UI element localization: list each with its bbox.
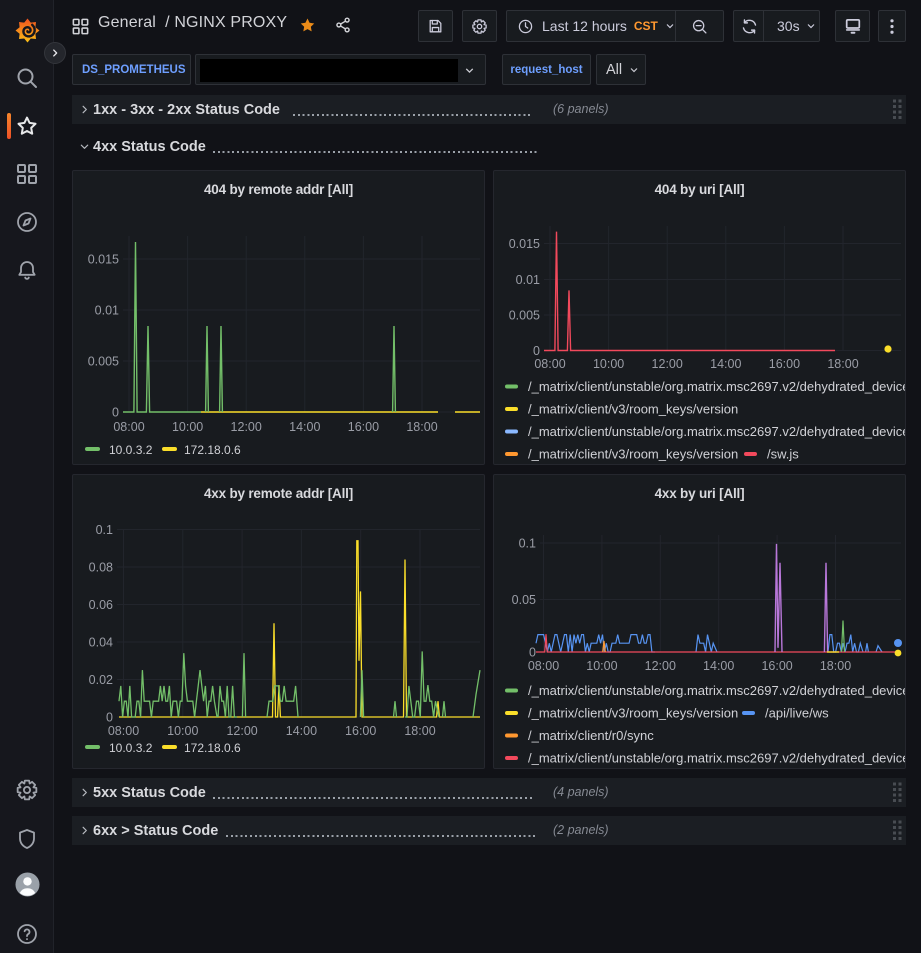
svg-text:/_matrix/client/v3/room_keys/v: /_matrix/client/v3/room_keys/version	[528, 402, 738, 417]
svg-text:0.06: 0.06	[89, 598, 113, 612]
svg-text:/_matrix/client/unstable/org.m: /_matrix/client/unstable/org.matrix.msc2…	[528, 751, 905, 766]
svg-text:0.015: 0.015	[509, 237, 540, 251]
svg-text:0.05: 0.05	[512, 593, 536, 607]
svg-text:0.04: 0.04	[89, 636, 113, 650]
svg-text:14:00: 14:00	[703, 659, 734, 673]
svg-text:12:00: 12:00	[645, 659, 676, 673]
svg-text:12:00: 12:00	[231, 420, 262, 434]
svg-text:0.02: 0.02	[89, 673, 113, 687]
svg-text:0: 0	[529, 646, 536, 660]
svg-text:12:00: 12:00	[652, 357, 683, 371]
svg-text:0.015: 0.015	[88, 253, 119, 267]
svg-text:172.18.0.6: 172.18.0.6	[184, 443, 241, 457]
svg-text:18:00: 18:00	[406, 420, 437, 434]
svg-text:10:00: 10:00	[167, 724, 198, 738]
svg-text:18:00: 18:00	[404, 724, 435, 738]
svg-text:0: 0	[106, 711, 113, 725]
svg-text:10:00: 10:00	[586, 659, 617, 673]
svg-text:/_matrix/client/unstable/org.m: /_matrix/client/unstable/org.matrix.msc2…	[528, 424, 905, 439]
svg-text:16:00: 16:00	[345, 724, 376, 738]
svg-text:/api/live/ws: /api/live/ws	[765, 706, 829, 721]
svg-text:14:00: 14:00	[710, 357, 741, 371]
svg-text:10:00: 10:00	[593, 357, 624, 371]
svg-text:0.01: 0.01	[95, 304, 119, 318]
svg-text:/_matrix/client/r0/sync: /_matrix/client/r0/sync	[528, 728, 654, 743]
svg-text:08:00: 08:00	[108, 724, 139, 738]
svg-text:16:00: 16:00	[761, 659, 792, 673]
svg-text:16:00: 16:00	[769, 357, 800, 371]
svg-text:0.1: 0.1	[519, 537, 536, 551]
svg-text:16:00: 16:00	[348, 420, 379, 434]
svg-text:0: 0	[112, 406, 119, 420]
svg-text:0.08: 0.08	[89, 561, 113, 575]
svg-text:/_matrix/client/unstable/org.m: /_matrix/client/unstable/org.matrix.msc2…	[528, 683, 905, 698]
svg-text:172.18.0.6: 172.18.0.6	[184, 741, 241, 755]
svg-text:14:00: 14:00	[289, 420, 320, 434]
svg-text:12:00: 12:00	[226, 724, 257, 738]
svg-text:0: 0	[533, 344, 540, 358]
svg-text:08:00: 08:00	[528, 659, 559, 673]
svg-text:0.1: 0.1	[96, 523, 113, 537]
svg-text:/_matrix/client/v3/room_keys/v: /_matrix/client/v3/room_keys/version	[528, 447, 738, 462]
svg-text:/_matrix/client/unstable/org.m: /_matrix/client/unstable/org.matrix.msc2…	[528, 379, 905, 394]
svg-text:10.0.3.2: 10.0.3.2	[109, 443, 153, 457]
svg-text:18:00: 18:00	[820, 659, 851, 673]
svg-text:/_matrix/client/v3/room_keys/v: /_matrix/client/v3/room_keys/version	[528, 706, 738, 721]
svg-text:08:00: 08:00	[113, 420, 144, 434]
svg-text:08:00: 08:00	[534, 357, 565, 371]
svg-text:10:00: 10:00	[172, 420, 203, 434]
svg-text:/sw.js: /sw.js	[767, 447, 799, 462]
svg-text:0.005: 0.005	[88, 355, 119, 369]
svg-text:14:00: 14:00	[286, 724, 317, 738]
svg-text:0.01: 0.01	[516, 273, 540, 287]
svg-text:0.005: 0.005	[509, 309, 540, 323]
svg-text:10.0.3.2: 10.0.3.2	[109, 741, 153, 755]
svg-text:18:00: 18:00	[827, 357, 858, 371]
